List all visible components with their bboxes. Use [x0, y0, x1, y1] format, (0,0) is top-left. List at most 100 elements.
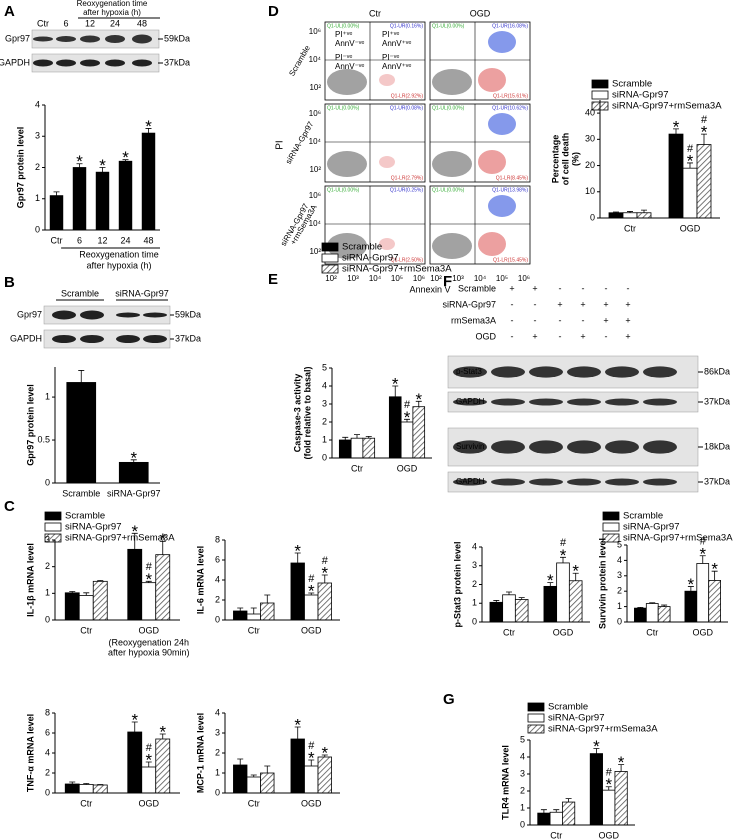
blot-band — [80, 310, 104, 320]
blot-band — [567, 440, 601, 454]
legend-label: Scramble — [623, 511, 663, 522]
legend-label: siRNA-Gpr97 — [342, 253, 399, 264]
error-bar — [145, 580, 152, 583]
error-bar — [131, 532, 138, 550]
error-bar — [613, 211, 619, 213]
error-bar — [131, 721, 138, 732]
x-tick-label: 10² — [325, 274, 337, 283]
x-tick-label: 10⁴ — [369, 274, 382, 283]
y-tick-label: 0 — [215, 614, 220, 624]
significance-mark: * — [76, 152, 83, 171]
error-bar — [145, 128, 152, 134]
bar — [338, 439, 352, 459]
blot-band — [567, 366, 601, 378]
sign: - — [511, 299, 514, 309]
bar — [350, 437, 364, 459]
bar — [260, 772, 275, 794]
blot-band — [143, 312, 167, 318]
blot-band — [80, 35, 100, 43]
lane-label: 12 — [85, 18, 95, 28]
x-tick-label: Ctr — [550, 830, 562, 839]
error-bar — [711, 570, 718, 581]
significance-mark: * — [145, 570, 152, 589]
x-tick-label: 12 — [97, 235, 107, 245]
panel-label: A — [4, 3, 15, 20]
y-tick-label: 10² — [309, 83, 321, 92]
y-tick-label: 4 — [472, 541, 477, 551]
significance-mark: # — [701, 114, 708, 126]
y-tick-label: 8 — [215, 534, 220, 544]
bar — [614, 771, 628, 826]
significance-mark: * — [122, 148, 129, 167]
x-tick-label: Ctr — [51, 235, 63, 245]
x-tick-label: 10³ — [452, 274, 464, 283]
error-bar — [572, 572, 579, 581]
cell-cloud — [432, 69, 472, 95]
bar — [260, 602, 275, 621]
significance-mark: # — [308, 740, 315, 752]
blot-band — [491, 478, 525, 486]
x-tick-label: 10⁶ — [413, 274, 425, 283]
y-tick-label: 30 — [585, 134, 595, 144]
y-tick-label: 1 — [215, 767, 220, 777]
bar — [155, 554, 171, 621]
size-label: 37kDa — [164, 57, 190, 67]
sign: - — [559, 331, 562, 341]
significance-mark: * — [321, 743, 328, 762]
protein-label: Survivin — [456, 442, 484, 451]
significance-mark: * — [572, 562, 579, 581]
legend-label: siRNA-Gpr97 — [65, 522, 122, 533]
y-tick-label: 0 — [45, 477, 50, 487]
significance-mark: * — [701, 123, 708, 142]
blot-band — [56, 36, 76, 42]
blot-band — [52, 335, 76, 343]
blot-band — [453, 478, 487, 486]
bar — [489, 601, 504, 623]
x-tick-label: 10⁵ — [391, 274, 403, 283]
error-bar — [321, 754, 328, 757]
sign: + — [580, 299, 585, 309]
x-axis-label: after hypoxia (h) — [86, 260, 151, 270]
lane-label: 6 — [63, 18, 68, 28]
gate-label: Q1-LR(15.45%) — [493, 257, 528, 263]
x-tick-label: Scramble — [62, 488, 100, 498]
significance-mark: * — [308, 581, 315, 600]
error-bar — [661, 604, 668, 607]
panel-label: G — [443, 691, 455, 708]
y-tick-label: 10⁴ — [309, 55, 322, 64]
significance-mark: * — [130, 448, 137, 467]
blot-band — [643, 440, 677, 454]
error-bar — [687, 162, 693, 169]
blot-band — [116, 335, 140, 343]
y-axis-label: Survivin protein level — [597, 538, 607, 629]
gate-label: Q1-UR(0.16%) — [390, 23, 423, 29]
protein-label: p-Stat3 — [456, 367, 482, 376]
error-bar — [97, 784, 104, 785]
bar — [568, 580, 583, 623]
sign: + — [580, 331, 585, 341]
protein-label: GAPDH — [456, 477, 485, 486]
bar — [304, 765, 319, 794]
y-axis-label: p-Stat3 protein level — [452, 541, 462, 627]
y-tick-label: 1 — [617, 601, 622, 611]
x-tick-label: Ctr — [646, 627, 658, 637]
bar — [549, 811, 563, 826]
bar — [556, 562, 570, 623]
error-bar — [83, 783, 90, 785]
significance-mark: * — [294, 715, 301, 734]
blot-band — [453, 398, 487, 406]
sign: + — [625, 315, 630, 325]
error-bar — [354, 434, 360, 439]
cell-cloud — [327, 151, 367, 177]
x-tick-label: Ctr — [503, 627, 515, 637]
protein-label: GAPDH — [456, 397, 485, 406]
legend-label: siRNA-Gpr97+rmSema3A — [612, 101, 722, 112]
bar — [684, 590, 698, 623]
y-tick-label: 1 — [472, 598, 477, 608]
legend-label: Scramble — [342, 242, 382, 253]
bar — [66, 382, 97, 484]
error-bar — [637, 606, 644, 609]
bar — [682, 167, 698, 219]
legend-label: siRNA-Gpr97 — [623, 522, 680, 533]
y-tick-label: 0 — [215, 787, 220, 797]
